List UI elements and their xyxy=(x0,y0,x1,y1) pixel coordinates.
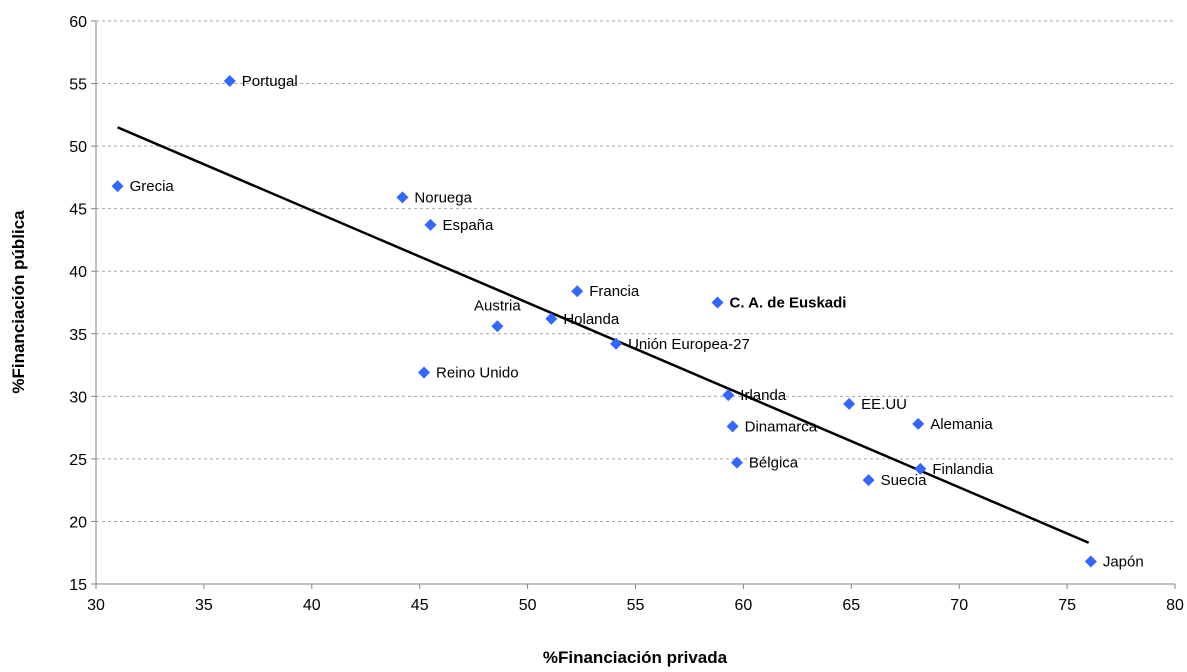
point-espana xyxy=(424,218,437,231)
point-noruega xyxy=(396,191,409,204)
y-tick-label: 60 xyxy=(69,14,87,31)
y-axis-title: %Financiación pública xyxy=(9,210,28,394)
point-label-c-a-de-euskadi: C. A. de Euskadi xyxy=(730,295,847,312)
point-finlandia xyxy=(914,462,927,475)
y-tick-label: 55 xyxy=(69,77,87,94)
point-irlanda xyxy=(722,389,735,402)
point-label-reino-unido: Reino Unido xyxy=(436,365,519,382)
point-label-noruega: Noruega xyxy=(414,189,472,206)
y-tick-label: 25 xyxy=(69,452,87,469)
x-tick-label: 60 xyxy=(735,597,753,614)
point-layer xyxy=(111,75,1097,568)
point-label-francia: Francia xyxy=(589,283,640,300)
point-label-union-europea-27: Unión Europea-27 xyxy=(628,336,750,353)
trend-layer xyxy=(117,126,1090,544)
x-tick-label: 35 xyxy=(195,597,213,614)
axis-layer: 15 20 25 30 35 40 45 50 55 60 30 35 40 45 50 55 60 65 70 75… xyxy=(69,14,1184,614)
x-tick-label: 50 xyxy=(519,597,537,614)
point-label-japon: Japón xyxy=(1103,553,1144,570)
x-tick-label: 55 xyxy=(627,597,645,614)
y-tick-label: 50 xyxy=(69,139,87,156)
x-tick-label: 80 xyxy=(1166,597,1184,614)
label-layer: Portugal Grecia Noruega España Francia C. A. … xyxy=(130,73,1144,570)
point-label-dinamarca: Dinamarca xyxy=(745,418,818,435)
point-label-portugal: Portugal xyxy=(242,73,298,90)
point-austria xyxy=(491,320,504,333)
y-tick-label: 30 xyxy=(69,389,87,406)
point-alemania xyxy=(912,417,925,430)
x-tick-label: 40 xyxy=(303,597,321,614)
trendline xyxy=(117,126,1090,544)
x-axis-title: %Financiación privada xyxy=(543,648,728,667)
point-label-ee-uu: EE.UU xyxy=(861,396,907,413)
point-label-espana: España xyxy=(442,217,494,234)
x-tick-label: 75 xyxy=(1058,597,1076,614)
point-japon xyxy=(1084,555,1097,568)
grid-layer xyxy=(96,20,1175,522)
point-label-belgica: Bélgica xyxy=(749,455,799,472)
point-c-a-de-euskadi xyxy=(711,296,724,309)
point-label-irlanda: Irlanda xyxy=(740,387,787,404)
point-union-europea-27 xyxy=(610,337,623,350)
point-label-grecia: Grecia xyxy=(130,178,175,195)
point-suecia xyxy=(862,474,875,487)
point-label-alemania: Alemania xyxy=(930,416,993,433)
point-label-finlandia: Finlandia xyxy=(932,461,994,478)
point-portugal xyxy=(223,75,236,88)
y-tick-label: 15 xyxy=(69,577,87,594)
point-label-suecia: Suecia xyxy=(881,472,928,489)
point-dinamarca xyxy=(726,420,739,433)
y-tick-label: 45 xyxy=(69,202,87,219)
point-reino-unido xyxy=(418,366,431,379)
point-belgica xyxy=(730,456,743,469)
point-holanda xyxy=(545,312,558,325)
y-tick-label: 35 xyxy=(69,327,87,344)
point-francia xyxy=(571,285,584,298)
point-ee-uu xyxy=(843,397,856,410)
y-tick-label: 20 xyxy=(69,514,87,531)
point-label-holanda: Holanda xyxy=(563,311,620,328)
x-tick-label: 30 xyxy=(87,597,105,614)
x-tick-label: 70 xyxy=(950,597,968,614)
y-tick-label: 40 xyxy=(69,264,87,281)
x-tick-label: 65 xyxy=(842,597,860,614)
point-label-austria: Austria xyxy=(474,297,521,314)
x-tick-label: 45 xyxy=(411,597,429,614)
point-grecia xyxy=(111,180,124,193)
